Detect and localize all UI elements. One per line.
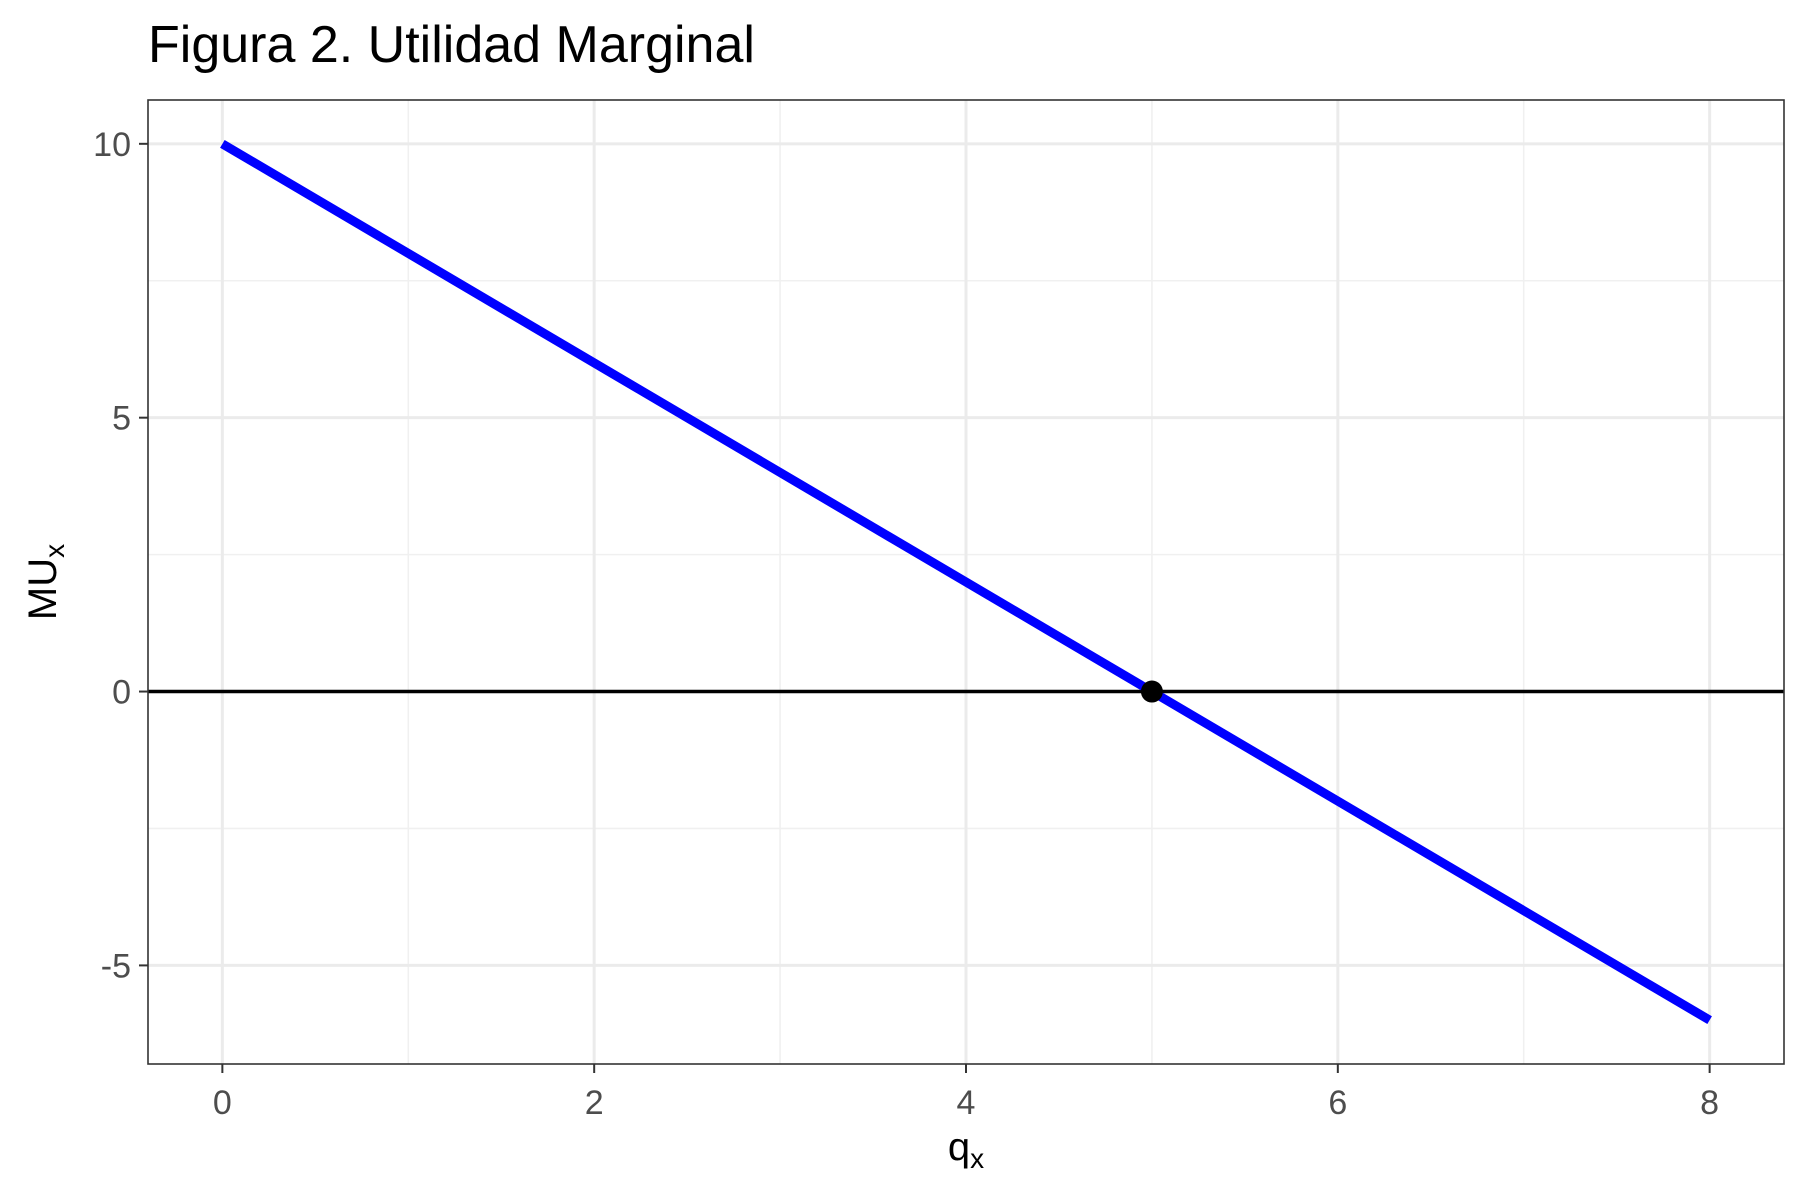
points-layer	[1140, 680, 1163, 703]
x-tick-label: 8	[1700, 1084, 1719, 1122]
x-tick-label: 2	[585, 1084, 604, 1122]
chart-title: Figura 2. Utilidad Marginal	[148, 16, 755, 74]
x-axis-title-subscript: x	[970, 1143, 984, 1174]
x-axis-title-main: q	[948, 1125, 970, 1169]
x-axis: 0 2 4 6 8	[213, 1064, 1719, 1122]
y-tick-label: -5	[101, 947, 131, 985]
y-axis-title: MUx	[21, 544, 70, 620]
y-axis-title-main: MU	[21, 558, 65, 620]
marginal-utility-line	[220, 139, 1712, 1025]
zero-crossing-point	[1140, 680, 1163, 703]
y-tick-label: 10	[93, 126, 131, 164]
series-layer	[220, 139, 1712, 1025]
y-axis: -5 0 5 10	[93, 126, 148, 985]
y-tick-label: 5	[112, 400, 131, 438]
y-axis-title-subscript: x	[39, 544, 70, 558]
x-tick-label: 6	[1328, 1084, 1347, 1122]
x-tick-label: 0	[213, 1084, 232, 1122]
x-tick-label: 4	[957, 1084, 976, 1122]
x-axis-title: qx	[948, 1125, 984, 1174]
y-tick-label: 0	[112, 674, 131, 712]
